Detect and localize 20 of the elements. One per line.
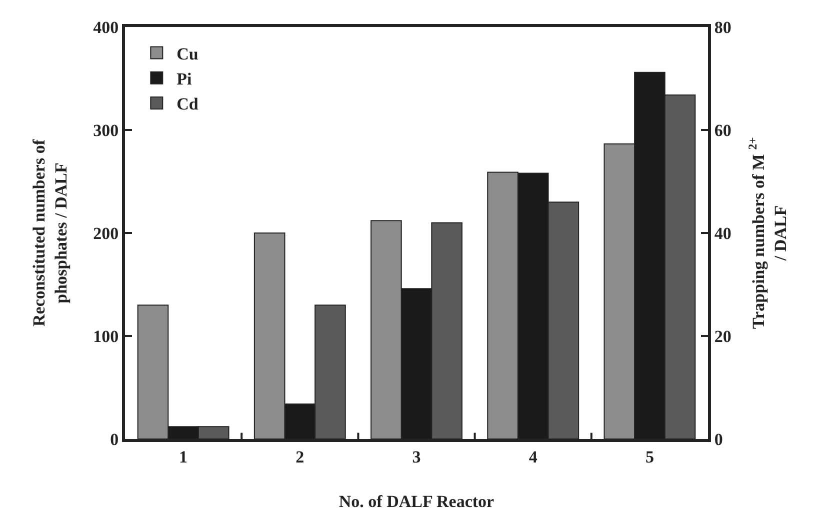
y-tick-label: 400 xyxy=(93,18,119,37)
y2-tick-label: 80 xyxy=(714,18,732,37)
legend-label: Cu xyxy=(176,44,198,64)
legend-label: Cd xyxy=(176,94,199,114)
y-tick-label: 0 xyxy=(110,430,119,449)
y2-tick-label: 0 xyxy=(714,430,723,449)
y-tick-label: 300 xyxy=(93,120,119,140)
y-axis-title: Reconstituted numbers of phosphates / DALF xyxy=(30,139,71,326)
y2-tick-label: 20 xyxy=(714,326,732,346)
legend-label: Pi xyxy=(176,70,192,89)
x-tick-label: 5 xyxy=(645,447,654,466)
y2-tick-label: 60 xyxy=(714,120,732,140)
x-tick-label: 4 xyxy=(528,447,538,466)
x-tick-label: 1 xyxy=(179,447,188,466)
y2-tick-label: 40 xyxy=(714,224,732,243)
y-tick-label: 100 xyxy=(93,326,119,346)
x-tick-label: 2 xyxy=(296,447,304,466)
y-tick-label: 200 xyxy=(93,224,119,243)
x-tick-label: 3 xyxy=(412,447,421,466)
x-axis-title: No. of DALF Reactor xyxy=(338,492,495,511)
